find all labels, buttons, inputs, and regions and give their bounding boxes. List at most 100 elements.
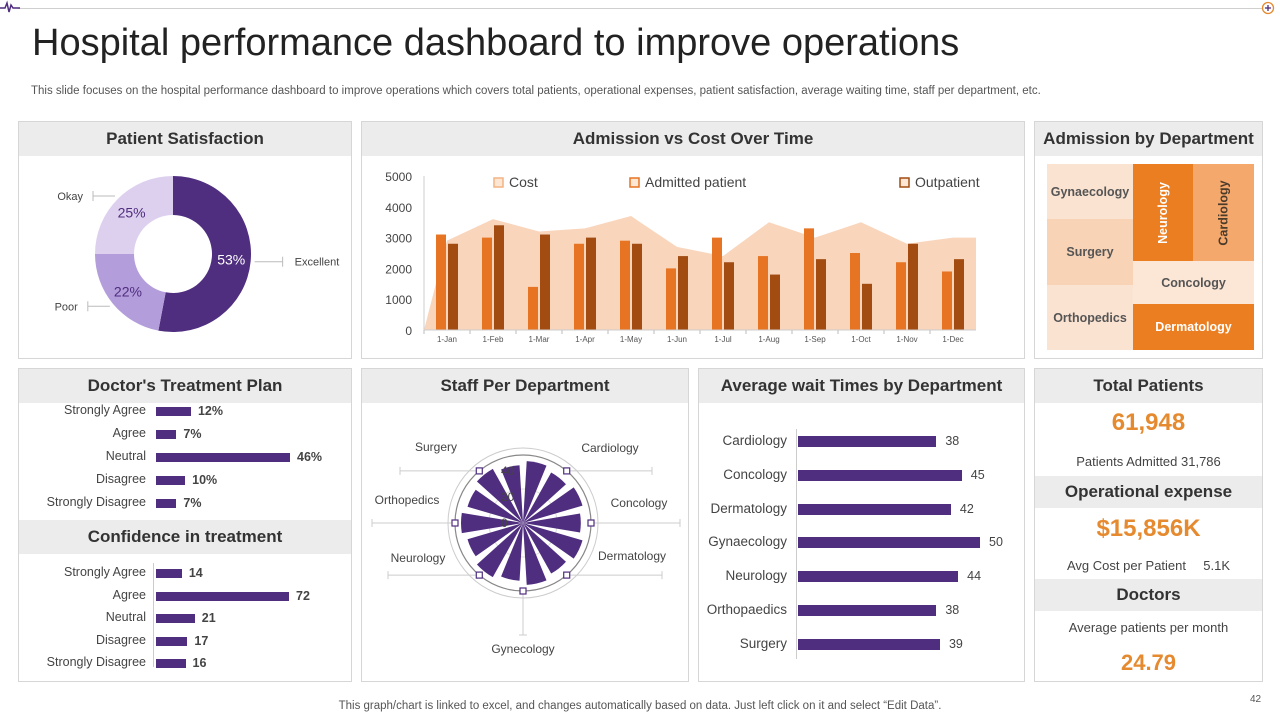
radar-petal[interactable] <box>467 523 523 557</box>
wait-bar[interactable] <box>798 537 980 549</box>
radar-label-neurology: Neurology <box>391 551 446 565</box>
radar-marker-gynecology[interactable] <box>519 587 527 595</box>
conf-row-bar[interactable] <box>156 591 289 601</box>
wait-label: Gynaecology <box>708 534 787 550</box>
radar-label-dermatology: Dermatology <box>598 549 666 563</box>
radar-petal[interactable] <box>523 513 581 533</box>
plan-row-bar[interactable] <box>156 476 186 485</box>
radar-petal[interactable] <box>523 487 583 523</box>
bar-admitted-1-May[interactable] <box>620 240 630 330</box>
donut-slice-okay[interactable] <box>95 176 173 254</box>
radar-petal[interactable] <box>467 489 523 523</box>
radar-label-cardiology: Cardiology <box>581 441 638 455</box>
opex-value: $15,856K <box>1096 515 1201 542</box>
satisfaction-donut[interactable]: 53% Excellent 22% Poor 25% Okay <box>19 156 351 358</box>
radar-petal[interactable] <box>501 465 523 523</box>
radar-marker-surgery[interactable] <box>475 467 483 475</box>
radar-petal[interactable] <box>523 523 583 559</box>
bar-admitted-1-Jul[interactable] <box>712 237 722 330</box>
radar-label-orthopedics: Orthopedics <box>375 493 440 507</box>
wait-label: Cardiology <box>722 433 787 448</box>
page-subtitle: This slide focuses on the hospital perfo… <box>31 85 1041 97</box>
radar-petal[interactable] <box>476 468 523 523</box>
bar-outpatient-1-Mar[interactable] <box>540 234 550 330</box>
radar-petal[interactable] <box>523 472 566 523</box>
cost-area[interactable] <box>424 216 976 330</box>
wait-value: 45 <box>970 467 985 482</box>
bar-outpatient-1-Aug[interactable] <box>770 274 780 330</box>
bar-admitted-1-Mar[interactable] <box>528 286 538 330</box>
wait-bar[interactable] <box>798 469 962 481</box>
tile-orthopedics[interactable]: Orthopedics <box>1047 285 1133 350</box>
donut-slice-excellent[interactable] <box>158 176 251 332</box>
tile-gynaecology[interactable]: Gynaecology <box>1047 164 1133 219</box>
bar-outpatient-1-Dec[interactable] <box>954 259 964 330</box>
admission-cost-chart[interactable]: 5000 4000 3000 2000 1000 0 1-Jan 1-Feb 1-Mar 1-Ap… <box>362 156 1024 358</box>
wait-value: 38 <box>945 434 960 448</box>
wait-axis <box>796 429 797 659</box>
staff-title: Staff Per Department <box>362 369 688 403</box>
radar-label-gynecology: Gynecology <box>491 642 554 656</box>
radar-petal[interactable] <box>523 461 547 523</box>
tile-dermatology[interactable]: Dermatology <box>1133 304 1254 350</box>
staff-radar[interactable]: 40 20 0 Cardiology Concology Dermatology Gynec… <box>362 403 688 681</box>
bar-outpatient-1-Feb[interactable] <box>494 225 504 330</box>
donut-slice-poor[interactable] <box>95 254 166 331</box>
tile-concology-label: Concology <box>1161 275 1226 290</box>
wait-bar[interactable] <box>798 503 951 515</box>
wait-bar[interactable] <box>798 436 937 447</box>
bar-admitted-1-Feb[interactable] <box>482 237 492 330</box>
radar-marker-orthopedics[interactable] <box>451 519 459 527</box>
bar-outpatient-1-Nov[interactable] <box>908 243 918 330</box>
conf-row-bar[interactable] <box>156 636 188 646</box>
conf-row-bar[interactable] <box>156 614 195 623</box>
wait-bar[interactable] <box>798 605 937 616</box>
conf-row-bar[interactable] <box>156 659 186 668</box>
plan-row-bar[interactable] <box>156 499 177 508</box>
bar-outpatient-1-Sep[interactable] <box>816 259 826 330</box>
plan-row-value: 7% <box>183 427 202 441</box>
tile-neurology[interactable]: Neurology <box>1133 164 1193 261</box>
plan-row-bar[interactable] <box>156 453 290 462</box>
radar-marker-cardiology[interactable] <box>563 467 571 475</box>
wait-bar[interactable] <box>798 571 959 583</box>
bar-admitted-1-Aug[interactable] <box>758 256 768 330</box>
radar-petal[interactable] <box>501 523 523 581</box>
avg-cost-row: Avg Cost per Patient 5.1K <box>1035 558 1262 573</box>
bar-admitted-1-Jan[interactable] <box>436 234 446 330</box>
plan-row-label: Strongly Agree <box>64 403 146 417</box>
tile-orthopedics-label: Orthopedics <box>1053 310 1127 325</box>
conf-row-value: 16 <box>192 656 207 670</box>
radar-petal[interactable] <box>476 523 523 578</box>
conf-row-bar[interactable] <box>156 569 182 578</box>
wait-value: 39 <box>948 636 963 651</box>
bar-outpatient-1-May[interactable] <box>632 243 642 330</box>
wait-label: Dermatology <box>710 500 787 516</box>
tile-concology[interactable]: Concology <box>1133 261 1254 304</box>
bar-admitted-1-Dec[interactable] <box>942 271 952 330</box>
radar-petal[interactable] <box>523 523 566 574</box>
bar-admitted-1-Jun[interactable] <box>666 268 676 330</box>
radar-petal[interactable] <box>523 523 547 585</box>
bar-admitted-1-Apr[interactable] <box>574 243 584 330</box>
radar-marker-neurology[interactable] <box>475 571 483 579</box>
bar-outpatient-1-Jul[interactable] <box>724 262 734 330</box>
bar-admitted-1-Nov[interactable] <box>896 262 906 330</box>
top-rule <box>18 8 1262 9</box>
radar-petal[interactable] <box>461 512 523 534</box>
wait-bar[interactable] <box>798 638 940 650</box>
bar-admitted-1-Oct[interactable] <box>850 253 860 330</box>
radar-marker-dermatology[interactable] <box>563 571 571 579</box>
bar-admitted-1-Sep[interactable] <box>804 228 814 330</box>
avg-cost-label: Avg Cost per Patient <box>1067 558 1186 573</box>
bar-outpatient-1-Jun[interactable] <box>678 256 688 330</box>
y-tick-label: 4000 <box>385 201 412 215</box>
bar-outpatient-1-Oct[interactable] <box>862 283 872 330</box>
tile-surgery[interactable]: Surgery <box>1047 219 1133 285</box>
radar-marker-concology[interactable] <box>587 519 595 527</box>
plan-row-bar[interactable] <box>156 430 177 439</box>
bar-outpatient-1-Apr[interactable] <box>586 237 596 330</box>
bar-outpatient-1-Jan[interactable] <box>448 243 458 330</box>
plan-row-bar[interactable] <box>156 407 191 416</box>
tile-cardiology[interactable]: Cardiology <box>1193 164 1254 261</box>
